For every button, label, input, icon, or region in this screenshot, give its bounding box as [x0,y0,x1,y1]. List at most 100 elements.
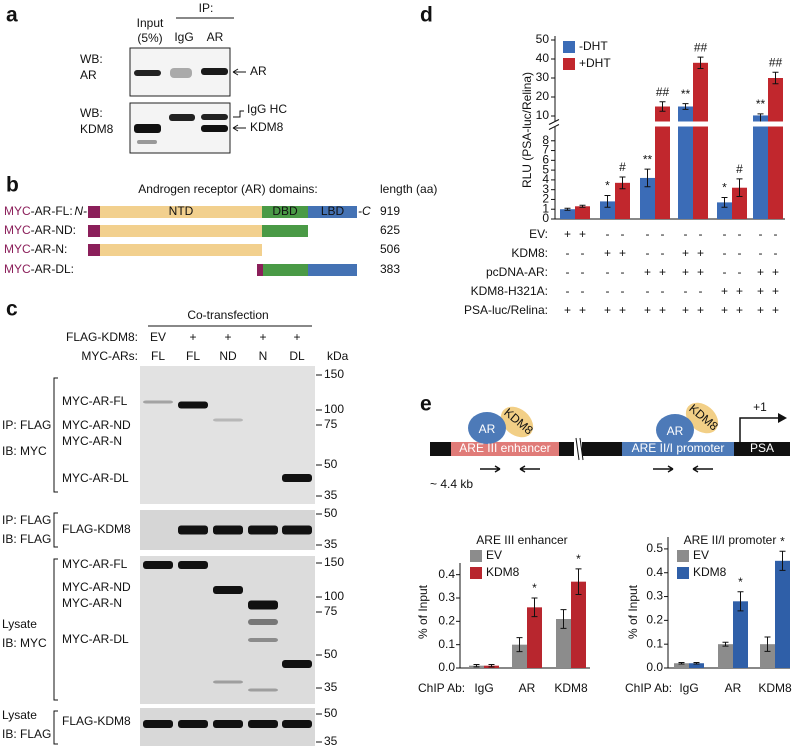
condition-cell: - [738,227,742,241]
significance: ** [681,87,691,101]
blot [129,47,231,154]
significance: ** [643,152,653,166]
marker-label: 35 [324,680,338,694]
y-tick-label: 4 [542,172,549,186]
tag: MYC [4,204,31,218]
row-label: MYC-ARs: [81,349,138,363]
y-tick-label: 7 [542,143,549,157]
construct-label: MYC-AR-FL: [4,204,73,218]
error-bar [516,637,523,653]
band [248,638,278,642]
lane-label: EV [150,330,166,344]
gene-label: PSA [750,441,774,455]
band [213,720,243,728]
significance: ## [769,55,783,69]
band-label: MYC-AR-ND [62,580,131,594]
condition-cell: - [581,265,585,279]
condition-cell: + [659,303,666,317]
lane-label: + [259,330,266,344]
panel-label: e [420,393,432,416]
tag: MYC [4,242,31,256]
condition-cell: + [619,246,626,260]
condition-cell: + [579,303,586,317]
condition-cell: + [659,265,666,279]
band [213,586,243,594]
domain [262,225,308,237]
method-label: IP: FLAG [2,418,51,432]
condition-cell: - [699,227,703,241]
legend-swatch [470,567,482,579]
bar [571,581,586,668]
significance: ** [756,97,766,111]
condition-cell: + [682,246,689,260]
condition-cell: - [621,284,625,298]
condition-cell: + [721,284,728,298]
legend-swatch [677,550,689,562]
band [248,619,278,625]
lane-label: N [259,349,268,363]
method-label: IB: MYC [2,636,47,650]
y-tick-label: 3 [542,182,549,196]
row-label: WB: [80,52,103,66]
length: 506 [380,242,400,256]
condition-cell: - [723,265,727,279]
bar [733,601,748,668]
band-label: MYC-AR-DL [62,632,129,646]
factor-label: AR [667,424,684,438]
condition-cell: + [721,303,728,317]
condition-cell: + [697,265,704,279]
blot [140,366,315,504]
condition-cell: + [564,303,571,317]
legend-label: EV [693,548,709,562]
legend-swatch [563,41,575,53]
error-bar [721,196,728,208]
tag: MYC [4,223,31,237]
bracket [53,512,58,548]
domain [263,264,308,276]
condition-cell: - [759,227,763,241]
bar [732,187,747,219]
marker-label: 50 [324,506,338,520]
condition-cell: - [646,227,650,241]
chart-title: ARE III enhancer [476,533,567,547]
y-tick-label: 40 [536,51,550,65]
name: -AR-ND: [31,223,76,237]
x-tick-label: AR [519,681,536,695]
y-tick-label: 0.2 [438,614,455,628]
legend-swatch [470,550,482,562]
condition-cell: + [697,303,704,317]
band [282,720,312,728]
condition-cell: - [566,284,570,298]
bar [718,644,733,668]
condition-cell: - [646,284,650,298]
bar [689,663,704,668]
condition-cell: - [581,284,585,298]
legend-label: KDM8 [693,565,727,579]
error-bar [659,101,666,112]
y-tick-label: 0.4 [438,567,455,581]
legend-label: -DHT [579,39,608,53]
error-bar [693,662,700,665]
bar [678,106,693,219]
marker-label: 75 [324,604,338,618]
condition-cell: + [579,227,586,241]
lane-label: FL [151,349,165,363]
row-label: AR [80,68,97,82]
marker-label: 35 [324,488,338,502]
construct-label: MYC-AR-ND: [4,223,76,237]
condition-cell: - [759,246,763,260]
domain-label: NTD [169,204,194,218]
condition-cell: + [604,246,611,260]
row-label: WB: [80,106,103,120]
name: -AR-N: [31,242,68,256]
condition-cell: + [644,265,651,279]
error-bar [682,103,689,110]
y-tick-label: 5 [542,162,549,176]
axis-break [549,121,785,127]
construct-label: MYC-AR-N: [4,242,67,256]
significance: * [576,552,581,566]
x-tick-label: AR [725,681,742,695]
legend-label: +DHT [579,56,611,70]
x-tick-label: KDM8 [554,681,588,695]
